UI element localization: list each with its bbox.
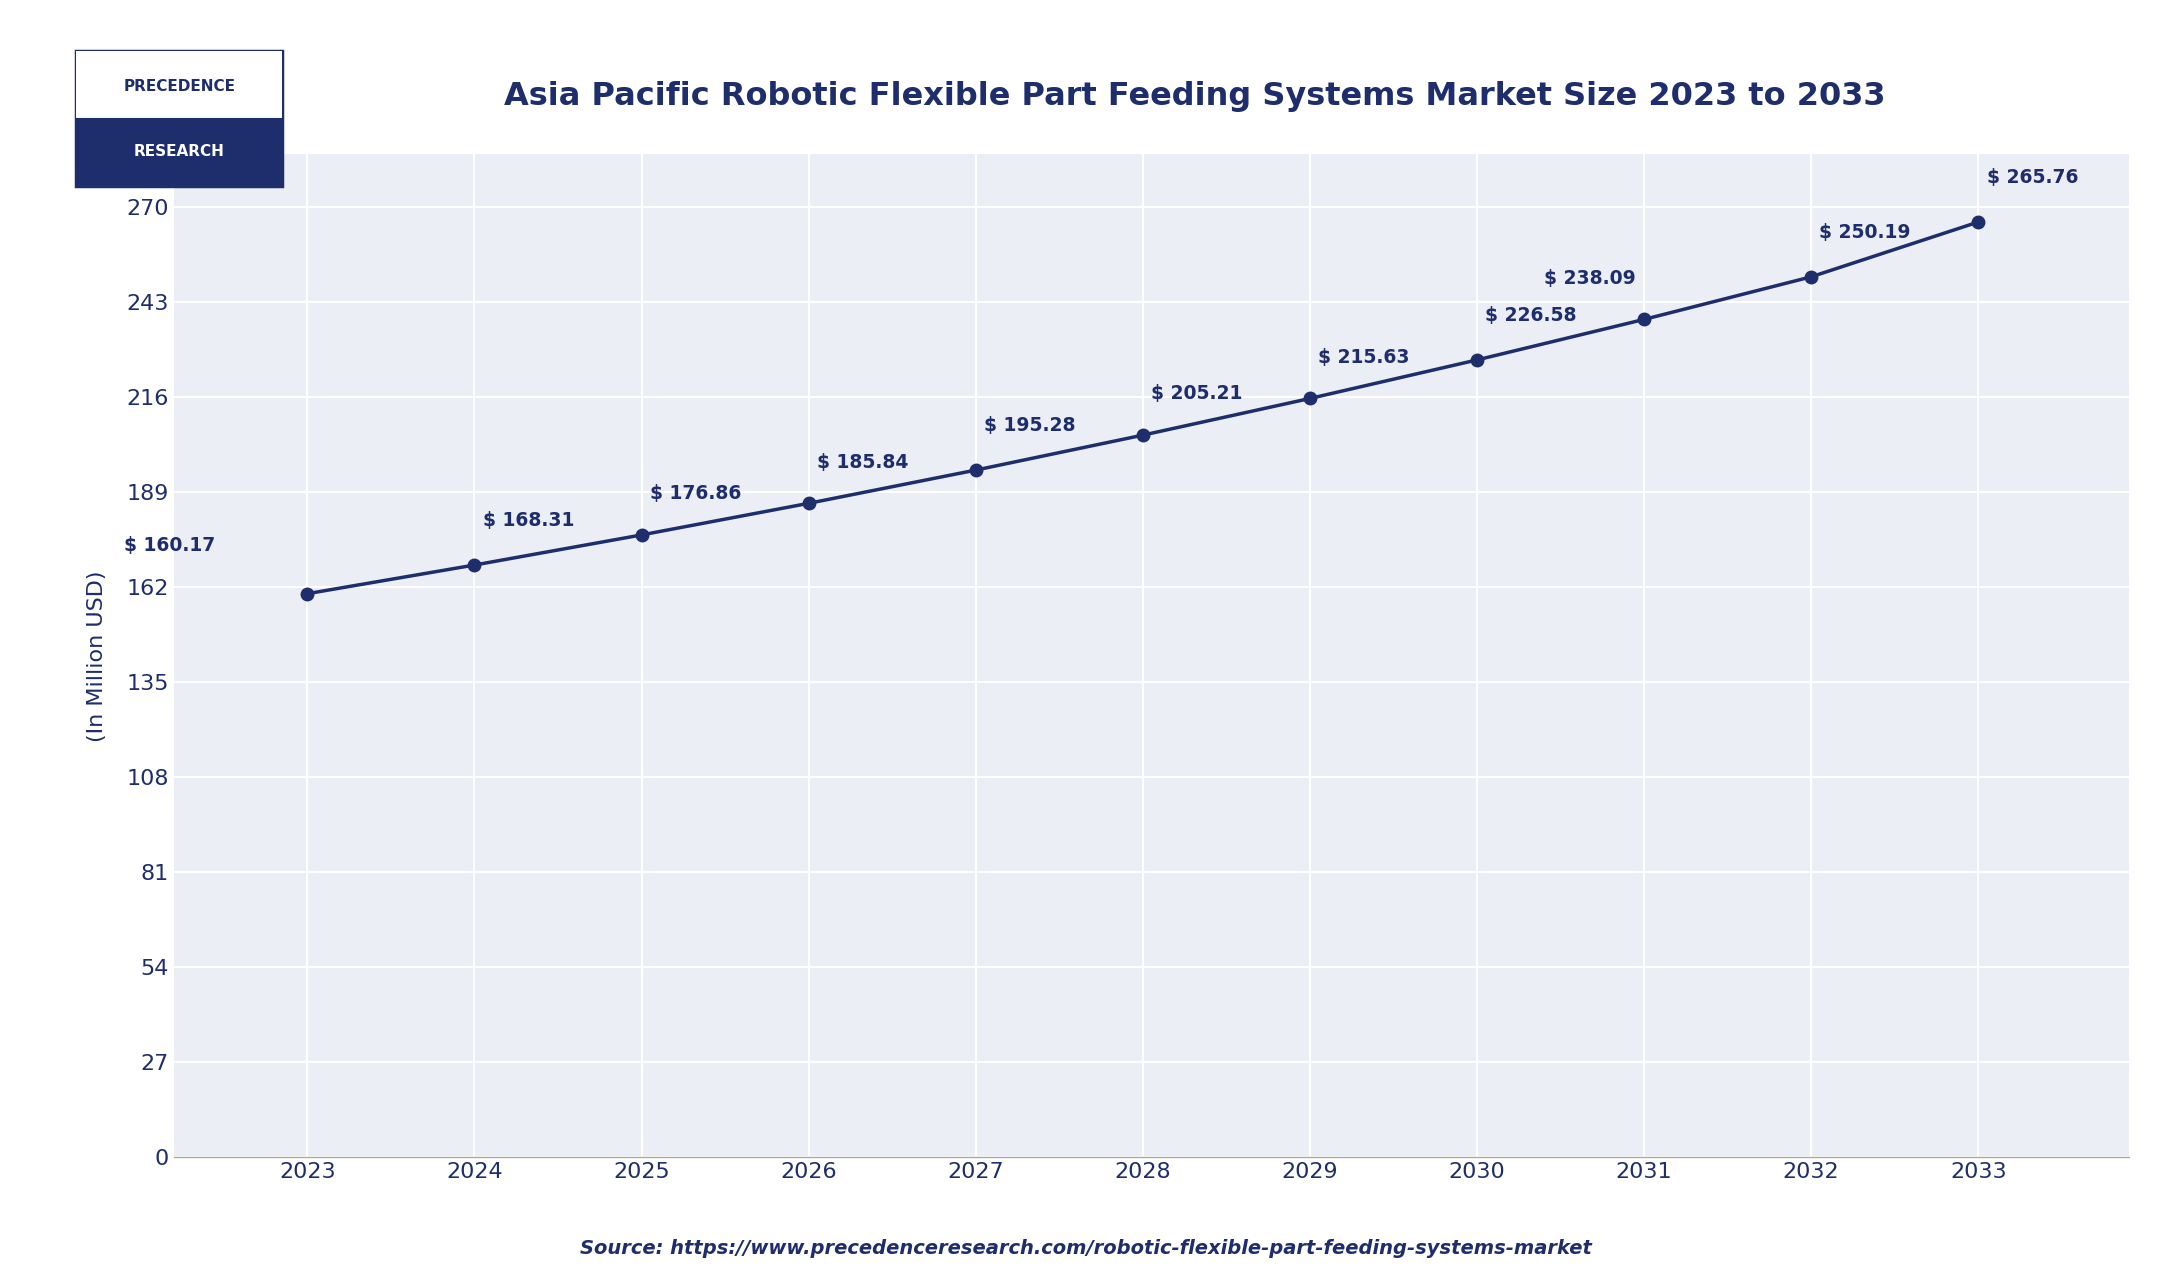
Text: $ 168.31: $ 168.31 bbox=[482, 511, 573, 530]
Text: $ 215.63: $ 215.63 bbox=[1318, 347, 1410, 367]
Text: $ 250.19: $ 250.19 bbox=[1820, 222, 1911, 242]
Text: $ 238.09: $ 238.09 bbox=[1544, 269, 1636, 288]
Text: $ 195.28: $ 195.28 bbox=[984, 415, 1075, 435]
Text: $ 226.58: $ 226.58 bbox=[1486, 306, 1577, 325]
Point bbox=[623, 525, 658, 545]
Text: PRECEDENCE: PRECEDENCE bbox=[124, 78, 235, 94]
Point bbox=[1292, 388, 1327, 409]
Point bbox=[1460, 350, 1494, 370]
Point bbox=[456, 554, 491, 575]
Point bbox=[958, 460, 993, 481]
Bar bbox=[76, 118, 282, 186]
Point bbox=[1961, 212, 1996, 233]
Text: $ 176.86: $ 176.86 bbox=[649, 485, 741, 503]
Point bbox=[791, 493, 825, 513]
Text: Source: https://www.precedenceresearch.com/robotic-flexible-part-feeding-systems: Source: https://www.precedenceresearch.c… bbox=[580, 1238, 1592, 1258]
Text: RESEARCH: RESEARCH bbox=[135, 144, 224, 159]
Text: Asia Pacific Robotic Flexible Part Feeding Systems Market Size 2023 to 2033: Asia Pacific Robotic Flexible Part Feedi… bbox=[504, 81, 1885, 112]
Text: $ 185.84: $ 185.84 bbox=[817, 453, 908, 472]
Text: $ 160.17: $ 160.17 bbox=[124, 536, 215, 556]
Point bbox=[1627, 309, 1662, 329]
Point bbox=[291, 584, 326, 604]
Bar bbox=[76, 51, 282, 118]
Y-axis label: (In Million USD): (In Million USD) bbox=[87, 570, 106, 742]
Point bbox=[1125, 424, 1160, 445]
Text: $ 265.76: $ 265.76 bbox=[1987, 168, 2079, 186]
Text: $ 205.21: $ 205.21 bbox=[1151, 385, 1242, 404]
Point bbox=[1794, 266, 1829, 287]
